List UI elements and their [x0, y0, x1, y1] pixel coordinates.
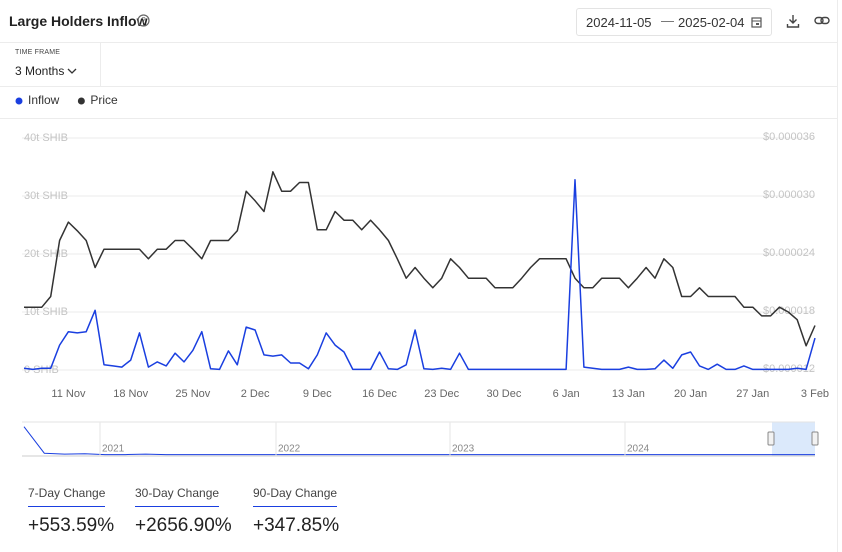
divider — [0, 86, 838, 87]
navigator-label: 2022 — [278, 444, 301, 455]
x-tick-label: 2 Dec — [241, 388, 270, 400]
navigator-label: 2021 — [102, 444, 125, 455]
navigator-line — [23, 426, 815, 456]
stat-value: +347.85% — [253, 515, 340, 536]
legend-label: Inflow — [28, 93, 60, 107]
x-tick-label: 18 Nov — [113, 388, 148, 400]
stat-label: 30-Day Change — [135, 486, 220, 507]
link-icon[interactable] — [814, 15, 830, 27]
legend-marker — [15, 97, 23, 105]
legend-label: Price — [90, 93, 118, 107]
time-frame-select[interactable]: 3 Months — [15, 64, 77, 78]
stat-label: 7-Day Change — [28, 486, 106, 507]
date-range[interactable]: 2024-11-05 — 2025-02-04 — [576, 8, 772, 36]
stat-label: 90-Day Change — [253, 486, 338, 507]
x-tick-label: 27 Jan — [736, 388, 769, 400]
y2-tick-label: $0.000036 — [763, 131, 815, 143]
divider — [100, 42, 101, 86]
time-frame-label: TIME FRAME — [15, 49, 61, 56]
y2-tick-label: $0.000018 — [763, 305, 815, 317]
page-title: Large Holders Inflow — [9, 13, 148, 29]
navigator-label: 2023 — [452, 444, 475, 455]
x-tick-label: 20 Jan — [674, 388, 707, 400]
x-tick-label: 11 Nov — [51, 388, 86, 400]
start-date: 2024-11-05 — [586, 15, 652, 30]
calendar-icon — [751, 17, 762, 28]
navigator-handle[interactable] — [811, 431, 819, 446]
date-separator: — — [661, 13, 674, 28]
y-tick-label: 20t SHIB — [24, 248, 68, 260]
y2-tick-label: $0.000030 — [763, 189, 815, 201]
chevron-icon — [67, 68, 77, 74]
panel-border — [837, 0, 838, 552]
y-tick-label: 40t SHIB — [24, 132, 68, 144]
chart: 0 SHIB 10t SHIB 20t SHIB 30t SHIB 40t SHIB $0… — [15, 93, 829, 457]
x-tick-label: 30 Dec — [487, 388, 522, 400]
navigator-handle[interactable] — [767, 431, 775, 446]
x-tick-label: 3 Feb — [801, 388, 829, 400]
series-line — [23, 179, 816, 371]
x-tick-label: 6 Jan — [553, 388, 580, 400]
y2-tick-label: $0.000024 — [763, 247, 815, 259]
svg-text:?: ? — [141, 16, 146, 25]
end-date: 2025-02-04 — [678, 15, 745, 30]
x-tick-label: 23 Dec — [424, 388, 459, 400]
y-tick-label: 10t SHIB — [24, 306, 68, 318]
navigator-selection[interactable] — [772, 422, 815, 456]
y-tick-label: 30t SHIB — [24, 190, 68, 202]
download-icon[interactable] — [786, 14, 800, 28]
stat: 90-Day Change +347.85% — [253, 484, 339, 537]
stat: 7-Day Change +553.59% — [28, 484, 114, 537]
help-icon[interactable]: ? — [137, 14, 150, 27]
time-frame-value: 3 Months — [15, 64, 65, 78]
x-tick-label: 25 Nov — [175, 388, 210, 400]
x-tick-label: 9 Dec — [303, 388, 332, 400]
series-line — [24, 171, 816, 347]
stat: 30-Day Change +2656.90% — [135, 484, 232, 537]
divider — [0, 118, 838, 119]
divider — [0, 42, 838, 43]
legend-marker — [77, 97, 85, 105]
y-tick-label: 0 SHIB — [24, 364, 59, 376]
x-tick-label: 16 Dec — [362, 388, 397, 400]
x-tick-label: 13 Jan — [612, 388, 645, 400]
stat-value: +553.59% — [28, 515, 115, 536]
stat-value: +2656.90% — [135, 515, 232, 536]
navigator-label: 2024 — [627, 444, 650, 455]
